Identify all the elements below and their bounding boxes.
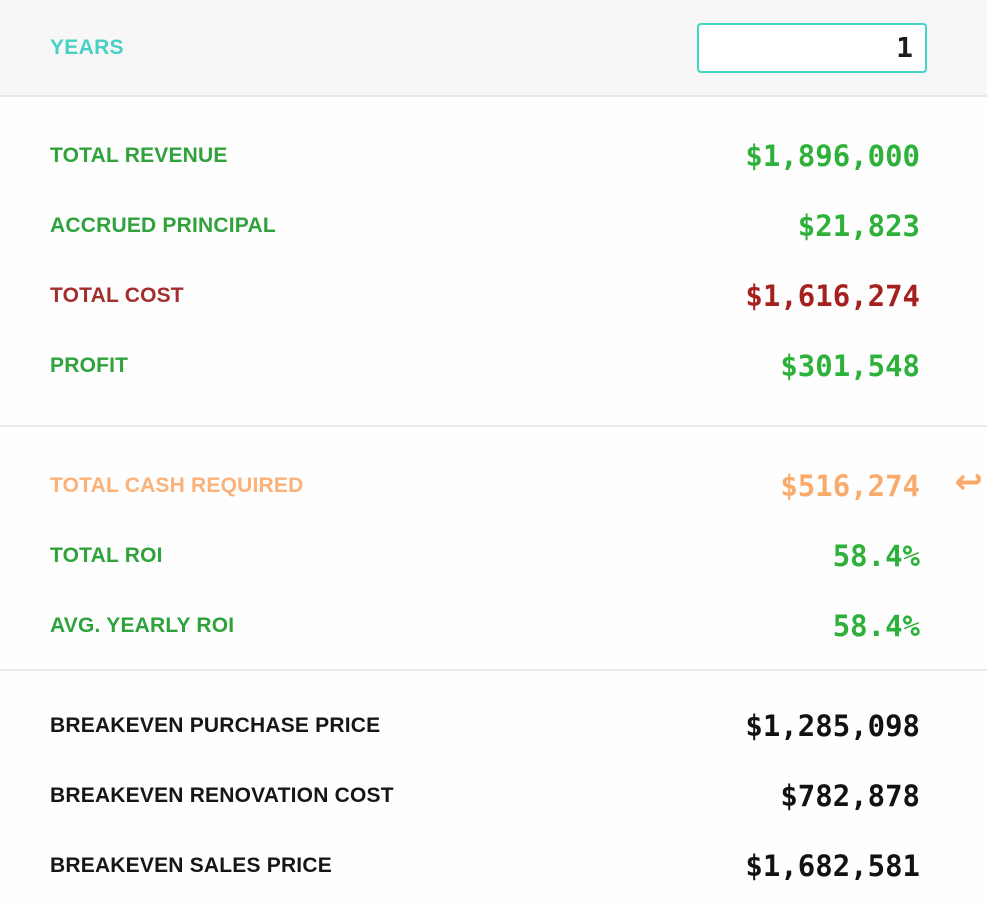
breakeven-renovation-cost-value: $782,878 xyxy=(780,779,920,813)
total-cost-value: $1,616,274 xyxy=(745,279,920,313)
return-arrow-icon[interactable]: ↩ xyxy=(954,461,984,502)
total-cash-required-label: TOTAL CASH REQUIRED xyxy=(50,474,304,497)
table-row: BREAKEVEN SALES PRICE $1,682,581 xyxy=(0,831,987,901)
section-roi: TOTAL CASH REQUIRED $516,274 ↩ TOTAL ROI… xyxy=(0,427,987,671)
years-label: YEARS xyxy=(50,35,124,59)
avg-yearly-roi-value: 58.4% xyxy=(832,609,920,643)
breakeven-sales-price-value: $1,682,581 xyxy=(745,849,920,883)
table-row: TOTAL CASH REQUIRED $516,274 ↩ xyxy=(0,451,987,521)
table-row: TOTAL COST $1,616,274 xyxy=(0,261,987,331)
total-cash-required-value: $516,274 xyxy=(780,469,920,503)
accrued-principal-value: $21,823 xyxy=(797,209,920,243)
breakeven-purchase-price-label: BREAKEVEN PURCHASE PRICE xyxy=(50,714,381,737)
breakeven-sales-price-label: BREAKEVEN SALES PRICE xyxy=(50,854,332,877)
table-row: PROFIT $301,548 xyxy=(0,331,987,401)
table-row: BREAKEVEN RENOVATION COST $782,878 xyxy=(0,761,987,831)
table-row: ACCRUED PRINCIPAL $21,823 xyxy=(0,191,987,261)
avg-yearly-roi-label: AVG. YEARLY ROI xyxy=(50,614,235,637)
table-row: AVG. YEARLY ROI 58.4% xyxy=(0,591,987,661)
total-cost-label: TOTAL COST xyxy=(50,284,184,307)
section-totals: TOTAL REVENUE $1,896,000 ACCRUED PRINCIP… xyxy=(0,97,987,427)
table-row: BREAKEVEN PURCHASE PRICE $1,285,098 xyxy=(0,691,987,761)
total-revenue-value: $1,896,000 xyxy=(745,139,920,173)
profit-value: $301,548 xyxy=(780,349,920,383)
accrued-principal-label: ACCRUED PRINCIPAL xyxy=(50,214,276,237)
table-row: TOTAL REVENUE $1,896,000 xyxy=(0,121,987,191)
breakeven-renovation-cost-label: BREAKEVEN RENOVATION COST xyxy=(50,784,394,807)
table-row: TOTAL ROI 58.4% xyxy=(0,521,987,591)
section-breakeven: BREAKEVEN PURCHASE PRICE $1,285,098 BREA… xyxy=(0,671,987,901)
years-input[interactable] xyxy=(697,22,927,73)
total-revenue-label: TOTAL REVENUE xyxy=(50,144,228,167)
total-roi-value: 58.4% xyxy=(832,539,920,573)
total-roi-label: TOTAL ROI xyxy=(50,544,163,567)
profit-label: PROFIT xyxy=(50,354,129,377)
breakeven-purchase-price-value: $1,285,098 xyxy=(745,709,920,743)
years-header-row: YEARS xyxy=(0,0,987,97)
